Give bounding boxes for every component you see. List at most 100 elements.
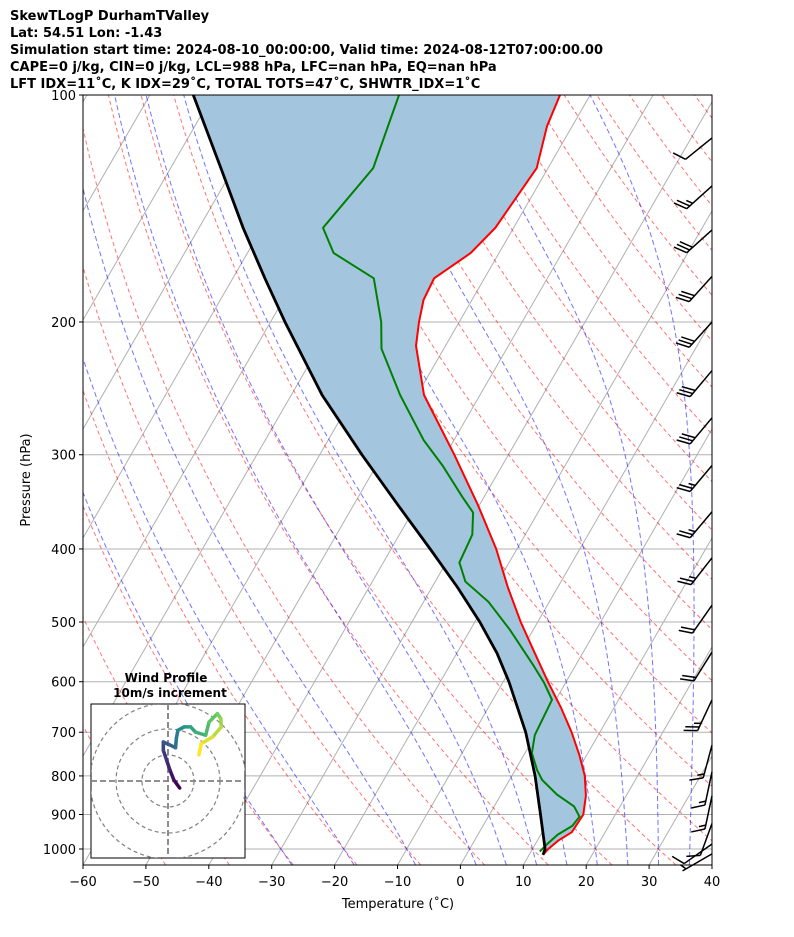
axes: −60 −50 −40 −30 −20 −10 0 10 20 30 40 100 200 300 400 5… xyxy=(43,89,720,890)
y-tick-label: 900 xyxy=(51,808,76,823)
wind-barbs xyxy=(671,137,713,872)
dry-adiabat xyxy=(727,95,794,865)
title-indices: LFT IDX=11˚C, K IDX=29˚C, TOTAL TOTS=47˚… xyxy=(10,77,481,92)
barb-feather xyxy=(681,336,695,343)
y-tick-label: 600 xyxy=(51,676,76,691)
x-tick-label: −40 xyxy=(195,875,222,890)
y-axis-label: Pressure (hPa) xyxy=(19,433,34,526)
barb-feather xyxy=(678,293,693,300)
isotherm-line xyxy=(334,209,712,865)
dry-adiabat xyxy=(335,95,712,631)
title-times: Simulation start time: 2024-08-10_00:00:… xyxy=(10,43,603,58)
x-tick-label: −50 xyxy=(132,875,159,890)
dry-adiabat xyxy=(563,95,712,296)
barb-feather xyxy=(673,202,688,210)
barb-staff xyxy=(685,137,713,160)
cin-shading xyxy=(193,95,586,855)
barb-staff xyxy=(688,321,713,348)
wind-barb xyxy=(673,229,713,254)
dewpoint-line xyxy=(321,95,581,853)
isotherm-line xyxy=(397,318,712,865)
barb-feather xyxy=(681,433,696,439)
barb-feather xyxy=(689,575,697,580)
moist-adiabat xyxy=(183,95,538,865)
barb-feather xyxy=(679,240,693,249)
title-cape-cin: CAPE=0 j/kg, CIN=0 j/kg, LCL=988 hPa, LF… xyxy=(10,60,497,75)
dry-adiabat xyxy=(83,126,485,865)
moist-adiabat xyxy=(83,491,293,865)
barb-feather xyxy=(688,482,696,487)
moist-adiabat xyxy=(145,95,507,865)
isotherm-line xyxy=(83,95,88,103)
barb-feather xyxy=(686,854,701,858)
barb-feather xyxy=(685,199,693,204)
barb-feather xyxy=(676,533,691,539)
barb-feather xyxy=(697,773,705,776)
barb-feather xyxy=(680,678,695,682)
x-tick-label: 40 xyxy=(704,875,721,890)
hodograph-segment xyxy=(197,741,204,757)
barb-feather xyxy=(676,199,691,207)
dry-adiabat xyxy=(270,95,712,734)
barb-feather xyxy=(698,824,706,828)
dry-adiabat xyxy=(83,388,358,865)
dry-adiabat xyxy=(661,95,712,163)
temperature-line xyxy=(414,95,587,856)
barb-feather xyxy=(675,296,690,303)
barb-staff xyxy=(686,229,713,254)
moist-adiabat xyxy=(83,356,355,865)
barb-feather xyxy=(675,342,690,348)
barb-feather xyxy=(689,777,704,781)
barb-feather xyxy=(679,388,693,395)
dry-adiabat xyxy=(83,504,294,865)
x-tick-label: 30 xyxy=(641,875,658,890)
barb-staff xyxy=(689,370,713,398)
barb-feather xyxy=(671,855,685,865)
barb-staff xyxy=(683,843,713,865)
x-tick-label: 10 xyxy=(515,875,532,890)
hodograph-segment xyxy=(210,725,224,739)
y-tick-label: 700 xyxy=(51,726,76,741)
isotherm-line xyxy=(271,100,712,865)
wind-barb xyxy=(672,137,713,160)
barb-feather xyxy=(678,339,693,345)
dry-adiabat xyxy=(238,95,712,787)
wind-barb xyxy=(689,744,713,781)
barb-feather xyxy=(691,804,706,809)
wind-barb xyxy=(675,275,713,303)
barb-staff xyxy=(693,651,713,682)
x-tick-label: −20 xyxy=(321,875,348,890)
wind-barb xyxy=(677,557,713,586)
hodograph-subtitle: 10m/s increment xyxy=(113,686,227,700)
y-tick-label: 200 xyxy=(51,316,76,331)
y-tick-label: 400 xyxy=(51,543,76,558)
wind-barb xyxy=(671,843,713,865)
x-axis-label: Temperature (˚C) xyxy=(341,896,454,912)
wind-barb xyxy=(691,771,713,809)
wind-barb xyxy=(676,465,713,493)
hodograph-title: Wind Profile xyxy=(125,671,208,685)
title-location: Lat: 54.51 Lon: -1.43 xyxy=(10,26,163,41)
wind-barb xyxy=(676,511,713,539)
moist-adiabat xyxy=(286,95,598,865)
barb-feather xyxy=(691,828,706,833)
barb-feather xyxy=(677,580,692,586)
y-tick-label: 800 xyxy=(51,770,76,785)
barb-feather xyxy=(680,626,695,631)
barb-feather xyxy=(676,486,691,493)
dry-adiabat xyxy=(173,95,677,865)
profiles xyxy=(191,95,587,856)
barb-staff xyxy=(689,465,713,493)
hodograph-segment xyxy=(207,711,220,724)
barb-staff xyxy=(704,795,713,830)
title-station: SkewTLogP DurhamTValley xyxy=(10,9,210,24)
moist-adiabat xyxy=(361,95,629,865)
wind-barb xyxy=(691,795,713,833)
barb-staff xyxy=(696,699,713,731)
barb-staff xyxy=(691,604,713,634)
barb-feather xyxy=(681,290,695,297)
barb-feather xyxy=(679,483,693,490)
isotherm-line xyxy=(585,645,712,865)
dry-adiabat xyxy=(107,95,549,865)
barb-feather xyxy=(676,392,691,398)
